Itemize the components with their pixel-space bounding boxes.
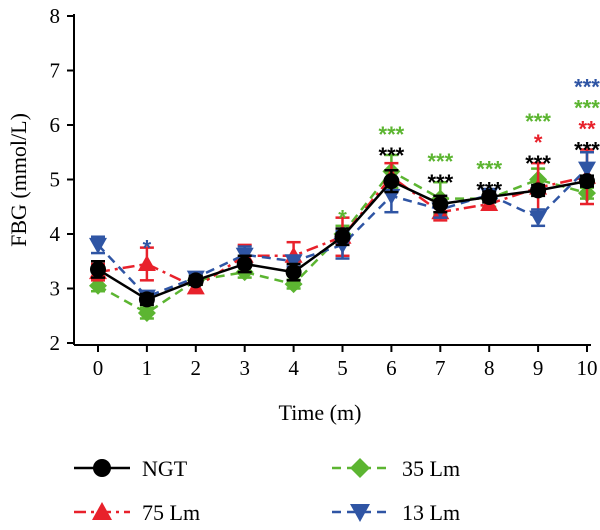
legend-label: 35 Lm [402, 456, 460, 481]
data-point-ngt [138, 291, 155, 308]
significance-marker: *** [574, 75, 600, 100]
significance-marker: *** [427, 170, 453, 195]
data-point-ngt [530, 182, 547, 199]
x-tick-label: 0 [93, 356, 104, 380]
data-point-ngt [481, 188, 498, 205]
y-tick-label: 6 [50, 113, 61, 137]
y-tick-label: 7 [50, 59, 61, 83]
data-point-ngt [236, 255, 253, 272]
significance-marker: *** [574, 138, 600, 163]
legend-label: 13 Lm [402, 500, 460, 525]
data-point-75-lm [137, 254, 156, 271]
legend-item-13-lm: 13 Lm [332, 500, 460, 525]
legend-item-ngt: NGT [74, 456, 188, 481]
y-tick-label: 8 [50, 4, 61, 28]
x-tick-label: 7 [435, 356, 446, 380]
data-point-ngt [90, 261, 106, 278]
significance-marker: *** [525, 109, 551, 134]
data-point-13-lm [89, 237, 107, 254]
data-point-ngt [334, 228, 351, 245]
data-point-ngt [432, 196, 449, 213]
axes: 2 3 4 5 6 7 8 0 1 2 3 4 5 6 7 8 9 10 [50, 4, 598, 380]
x-tick-label: 9 [533, 356, 544, 380]
data-point-ngt [285, 264, 302, 281]
series-line-75-lm [97, 175, 588, 289]
legend-item-35-lm: 35 Lm [332, 456, 460, 481]
series-layer [89, 148, 596, 323]
significance-marker: *** [476, 177, 502, 202]
y-tick-label: 5 [50, 168, 61, 192]
data-point-13-lm [284, 254, 303, 271]
significance-marker: ** [578, 117, 596, 142]
x-tick-label: 8 [484, 356, 495, 380]
significance-marker: *** [379, 122, 405, 147]
legend-label: NGT [142, 456, 188, 481]
legend: NGT 35 Lm 75 Lm 13 Lm [74, 456, 460, 525]
significance-marker: * [338, 206, 347, 231]
y-tick-label: 2 [50, 331, 61, 355]
data-point-13-lm [578, 161, 596, 178]
data-point-ngt [187, 272, 204, 289]
significance-marker: * [534, 130, 543, 155]
legend-marker [350, 458, 370, 478]
y-tick-label: 3 [50, 277, 61, 301]
significance-marker: *** [476, 156, 502, 181]
series-line-35-lm [97, 169, 588, 315]
legend-marker [350, 504, 370, 522]
data-point-35-lm [137, 304, 156, 323]
legend-marker [93, 459, 111, 477]
data-point-13-lm [529, 210, 548, 227]
data-point-ngt [579, 173, 595, 190]
y-axis-label: FBG (mmol/L) [6, 113, 31, 247]
significance-marker: *** [427, 149, 453, 174]
x-tick-label: 10 [577, 356, 598, 380]
series-ngt [90, 168, 595, 308]
significance-marker: *** [574, 96, 600, 121]
x-tick-label: 4 [288, 356, 299, 380]
x-tick-label: 6 [386, 356, 397, 380]
legend-label: 75 Lm [142, 500, 200, 525]
x-tick-label: 5 [337, 356, 348, 380]
legend-item-75-lm: 75 Lm [74, 500, 200, 525]
x-tick-label: 1 [142, 356, 153, 380]
y-tick-label: 4 [50, 222, 61, 246]
x-tick-label: 2 [191, 356, 202, 380]
data-point-ngt [383, 173, 400, 190]
significance-marker: * [143, 236, 152, 261]
x-tick-label: 3 [239, 356, 250, 380]
significance-marker: *** [379, 143, 405, 168]
legend-marker [92, 502, 112, 520]
significance-annotations: ******** ****************************** [143, 75, 600, 261]
significance-marker: *** [525, 151, 551, 176]
x-axis-label: Time (m) [279, 400, 362, 425]
